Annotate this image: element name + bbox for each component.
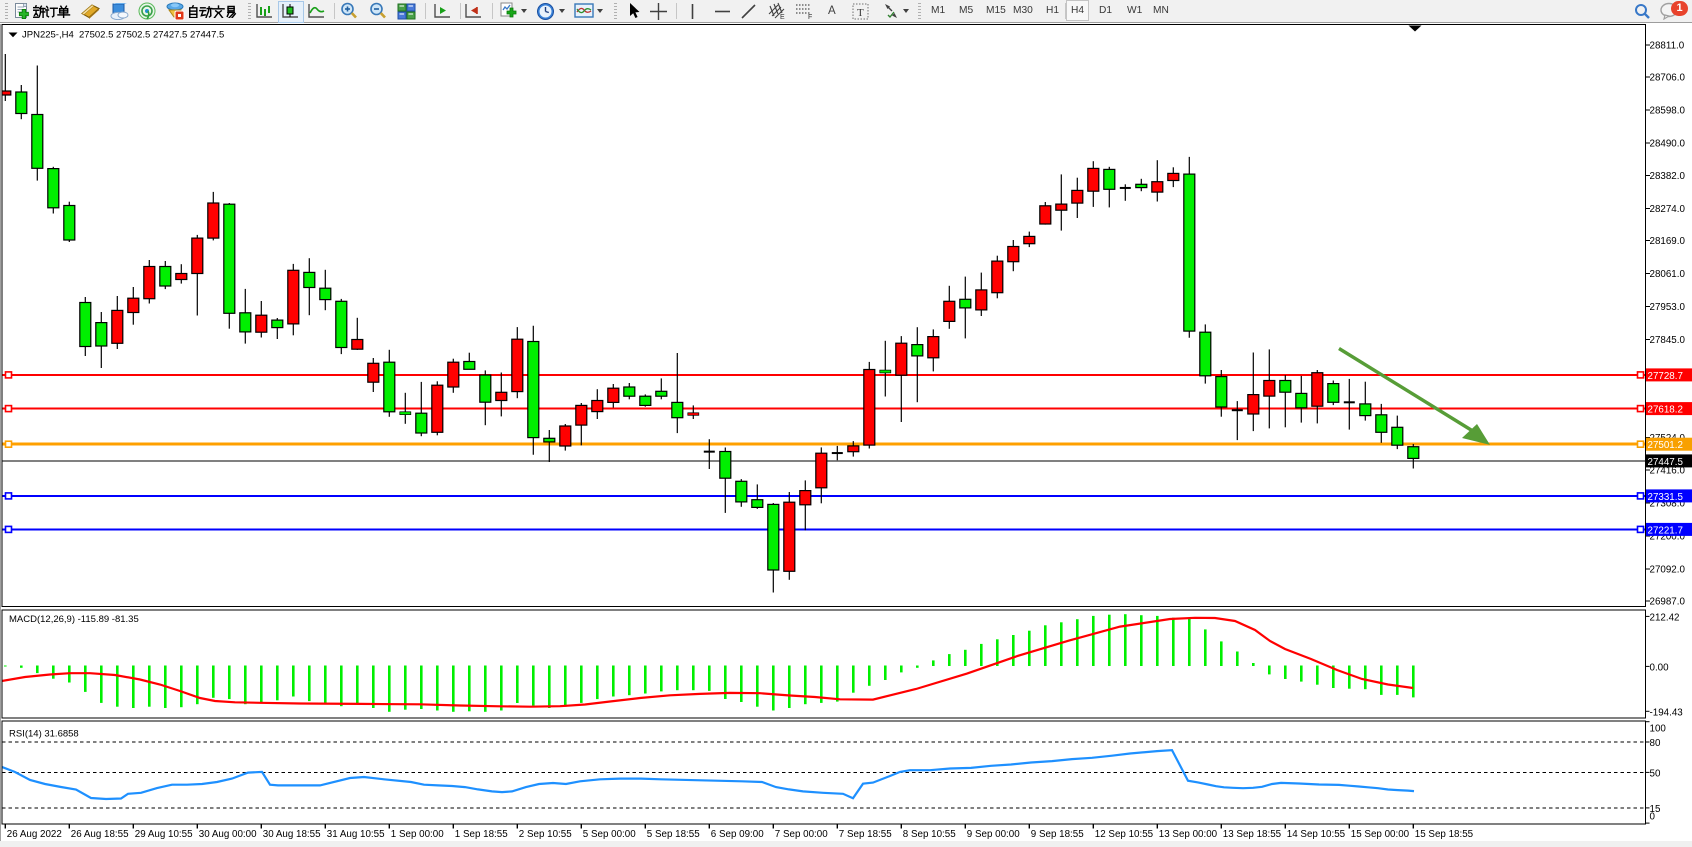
svg-text:15: 15 <box>1650 804 1661 815</box>
svg-text:28169.0: 28169.0 <box>1650 236 1686 247</box>
svg-text:0: 0 <box>1650 812 1656 823</box>
svg-text:RSI(14) 31.6858: RSI(14) 31.6858 <box>9 729 79 740</box>
svg-text:27331.5: 27331.5 <box>1648 492 1684 503</box>
svg-text:14 Sep 10:55: 14 Sep 10:55 <box>1287 829 1346 840</box>
svg-text:27416.0: 27416.0 <box>1650 466 1686 477</box>
svg-text:28706.0: 28706.0 <box>1650 72 1686 83</box>
svg-text:2 Sep 10:55: 2 Sep 10:55 <box>519 829 572 840</box>
svg-text:1 Sep 00:00: 1 Sep 00:00 <box>391 829 444 840</box>
svg-text:28061.0: 28061.0 <box>1650 269 1686 280</box>
svg-text:27953.0: 27953.0 <box>1650 302 1686 313</box>
svg-text:JPN225-,H4 27502.5 27502.5 27: JPN225-,H4 27502.5 27502.5 27427.5 27447… <box>22 29 224 40</box>
svg-text:26 Aug 2022: 26 Aug 2022 <box>7 829 62 840</box>
svg-text:27728.7: 27728.7 <box>1648 371 1683 382</box>
svg-text:27618.2: 27618.2 <box>1648 405 1683 416</box>
svg-text:12 Sep 10:55: 12 Sep 10:55 <box>1095 829 1154 840</box>
svg-text:27501.2: 27501.2 <box>1648 440 1683 451</box>
svg-text:9 Sep 18:55: 9 Sep 18:55 <box>1031 829 1084 840</box>
svg-text:F: F <box>808 14 812 20</box>
svg-text:28382.0: 28382.0 <box>1650 171 1686 182</box>
svg-text:15 Sep 00:00: 15 Sep 00:00 <box>1351 829 1410 840</box>
svg-text:27845.0: 27845.0 <box>1650 335 1686 346</box>
svg-text:7 Sep 00:00: 7 Sep 00:00 <box>775 829 828 840</box>
svg-text:T: T <box>857 7 864 19</box>
svg-text:MACD(12,26,9) -115.89 -81.35: MACD(12,26,9) -115.89 -81.35 <box>9 614 139 625</box>
svg-text:30 Aug 18:55: 30 Aug 18:55 <box>263 829 321 840</box>
svg-text:26987.0: 26987.0 <box>1650 597 1686 608</box>
svg-text:0.00: 0.00 <box>1650 662 1670 673</box>
svg-text:28598.0: 28598.0 <box>1650 105 1686 116</box>
svg-text:5 Sep 18:55: 5 Sep 18:55 <box>647 829 700 840</box>
svg-text:27200.0: 27200.0 <box>1650 532 1686 543</box>
svg-text:80: 80 <box>1650 738 1661 749</box>
svg-text:7 Sep 18:55: 7 Sep 18:55 <box>839 829 892 840</box>
svg-text:28811.0: 28811.0 <box>1650 40 1685 51</box>
svg-text:50: 50 <box>1650 768 1661 779</box>
svg-text:212.42: 212.42 <box>1650 612 1680 623</box>
svg-text:29 Aug 10:55: 29 Aug 10:55 <box>135 829 193 840</box>
svg-text:27221.7: 27221.7 <box>1648 525 1683 536</box>
svg-text:8 Sep 10:55: 8 Sep 10:55 <box>903 829 956 840</box>
svg-text:9 Sep 00:00: 9 Sep 00:00 <box>967 829 1020 840</box>
svg-text:27308.0: 27308.0 <box>1650 499 1686 510</box>
svg-text:13 Sep 00:00: 13 Sep 00:00 <box>1159 829 1218 840</box>
svg-text:30 Aug 00:00: 30 Aug 00:00 <box>199 829 257 840</box>
svg-text:15 Sep 18:55: 15 Sep 18:55 <box>1415 829 1474 840</box>
svg-text:1 Sep 18:55: 1 Sep 18:55 <box>455 829 508 840</box>
svg-text:31 Aug 10:55: 31 Aug 10:55 <box>327 829 385 840</box>
svg-text:27092.0: 27092.0 <box>1650 564 1686 575</box>
svg-text:28490.0: 28490.0 <box>1650 138 1686 149</box>
svg-text:100: 100 <box>1650 724 1667 735</box>
svg-text:-194.43: -194.43 <box>1650 707 1684 718</box>
svg-text:E: E <box>780 14 785 20</box>
svg-text:26 Aug 18:55: 26 Aug 18:55 <box>71 829 129 840</box>
svg-text:27447.5: 27447.5 <box>1648 457 1684 468</box>
svg-text:28274.0: 28274.0 <box>1650 204 1686 215</box>
svg-text:13 Sep 18:55: 13 Sep 18:55 <box>1223 829 1282 840</box>
svg-text:6 Sep 09:00: 6 Sep 09:00 <box>711 829 764 840</box>
svg-text:5 Sep 00:00: 5 Sep 00:00 <box>583 829 636 840</box>
